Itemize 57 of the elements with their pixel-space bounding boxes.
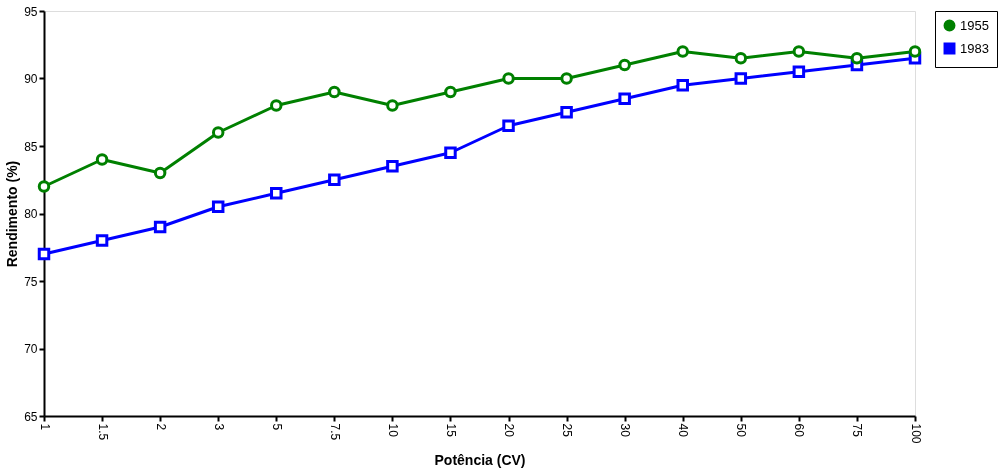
x-tick-label: 50 (734, 423, 749, 438)
x-tick-label: 15 (443, 423, 458, 438)
point (37, 247, 51, 261)
point (792, 45, 806, 58)
point (444, 85, 457, 99)
x-tick-label: 1 (37, 423, 52, 431)
y-tick-label: 80 (24, 207, 38, 221)
x-tick-label: 100 (908, 423, 923, 444)
point (386, 99, 399, 112)
point (95, 153, 109, 166)
x-tick-label: 5 (269, 423, 284, 431)
point (734, 52, 748, 65)
x-axis-title: Potência (CV) (434, 451, 526, 468)
point (850, 52, 864, 65)
x-tick-label: 10 (385, 423, 400, 438)
x-tick-label: 40 (676, 423, 691, 438)
point (502, 72, 515, 85)
legend-label: 1983 (960, 40, 989, 56)
point (618, 58, 631, 72)
point (792, 65, 806, 78)
legend-label: 1955 (960, 17, 989, 33)
x-tick-label: 7.5 (327, 423, 342, 441)
y-tick-label: 65 (24, 409, 38, 424)
x-tick-label: 25 (560, 423, 575, 438)
point (95, 234, 109, 247)
point (37, 180, 51, 193)
point (386, 160, 399, 173)
point (153, 166, 167, 180)
y-tick-label: 70 (24, 342, 38, 356)
point (270, 99, 283, 112)
point (211, 200, 225, 213)
point (676, 45, 689, 58)
x-tick-label: 3 (211, 423, 226, 431)
point (153, 220, 167, 234)
point (908, 45, 922, 58)
point (328, 173, 341, 186)
y-tick-label: 95 (24, 4, 38, 19)
y-tick-label: 85 (24, 139, 38, 154)
x-tick-label: 20 (502, 423, 517, 438)
point (444, 146, 457, 159)
point (270, 187, 283, 200)
x-tick-label: 75 (850, 423, 865, 438)
point (560, 106, 573, 119)
point (618, 92, 631, 105)
x-tick-label: 30 (618, 423, 633, 438)
x-tick-label: 1.5 (95, 423, 110, 441)
point (734, 72, 748, 85)
point (502, 119, 515, 132)
point (211, 126, 225, 139)
y-tick-label: 75 (24, 274, 38, 289)
point (560, 72, 573, 85)
point (328, 85, 341, 99)
point (676, 79, 689, 92)
y-axis-title: Rendimento (%) (4, 160, 21, 268)
y-tick-label: 90 (24, 72, 38, 86)
x-tick-label: 2 (153, 423, 168, 431)
x-tick-label: 60 (792, 423, 807, 438)
